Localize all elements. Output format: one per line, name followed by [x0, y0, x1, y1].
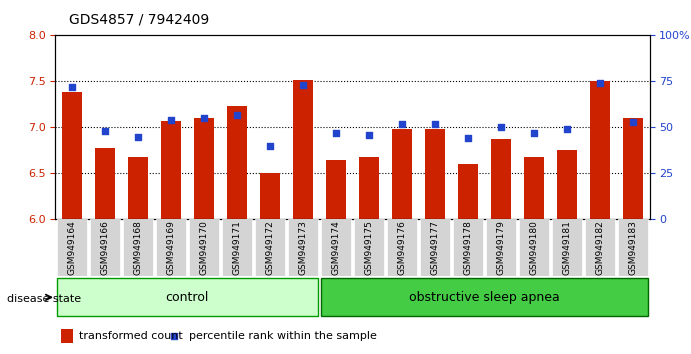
Bar [458, 164, 478, 219]
Point [66, 84, 77, 90]
Point [363, 132, 375, 138]
Text: GSM949172: GSM949172 [265, 221, 274, 275]
Point [198, 115, 209, 121]
FancyBboxPatch shape [288, 219, 318, 276]
Text: GSM949180: GSM949180 [529, 220, 538, 275]
Bar [227, 106, 247, 219]
Text: control: control [166, 291, 209, 304]
Point [297, 82, 308, 88]
FancyBboxPatch shape [90, 219, 120, 276]
Text: GSM949168: GSM949168 [133, 220, 142, 275]
Text: GSM949179: GSM949179 [496, 220, 506, 275]
Text: GSM949182: GSM949182 [596, 221, 605, 275]
Bar [61, 329, 73, 343]
Point [265, 143, 276, 149]
Text: GSM949177: GSM949177 [430, 220, 439, 275]
Point [594, 80, 605, 86]
Bar [524, 157, 544, 219]
Point [529, 130, 540, 136]
Bar [194, 118, 214, 219]
FancyBboxPatch shape [552, 219, 582, 276]
Text: GSM949178: GSM949178 [464, 220, 473, 275]
Point [132, 134, 143, 139]
FancyBboxPatch shape [618, 219, 648, 276]
Bar [293, 80, 313, 219]
Text: percentile rank within the sample: percentile rank within the sample [189, 331, 377, 341]
Bar [260, 173, 280, 219]
Point [429, 121, 440, 127]
FancyBboxPatch shape [486, 219, 515, 276]
Text: GSM949169: GSM949169 [167, 220, 176, 275]
Text: GSM949171: GSM949171 [232, 220, 241, 275]
Bar [326, 160, 346, 219]
Point [330, 130, 341, 136]
FancyBboxPatch shape [387, 219, 417, 276]
Text: GSM949176: GSM949176 [397, 220, 406, 275]
Text: GSM949181: GSM949181 [562, 220, 571, 275]
FancyBboxPatch shape [585, 219, 615, 276]
FancyBboxPatch shape [57, 219, 86, 276]
Bar [491, 139, 511, 219]
Point [169, 333, 180, 338]
Point [165, 117, 176, 123]
Text: transformed count: transformed count [79, 331, 183, 341]
FancyBboxPatch shape [420, 219, 450, 276]
Text: GSM949170: GSM949170 [199, 220, 209, 275]
Text: GDS4857 / 7942409: GDS4857 / 7942409 [69, 12, 209, 27]
Bar [557, 149, 577, 219]
FancyBboxPatch shape [519, 219, 549, 276]
Text: GSM949183: GSM949183 [629, 220, 638, 275]
Bar [623, 118, 643, 219]
Text: disease state: disease state [7, 294, 81, 304]
Bar [590, 81, 610, 219]
Text: GSM949173: GSM949173 [299, 220, 307, 275]
Text: GSM949166: GSM949166 [100, 220, 109, 275]
Point [627, 119, 638, 125]
FancyBboxPatch shape [57, 278, 318, 316]
Point [562, 126, 573, 132]
FancyBboxPatch shape [156, 219, 186, 276]
Bar [161, 121, 181, 219]
Bar [62, 92, 82, 219]
FancyBboxPatch shape [222, 219, 252, 276]
Point [100, 128, 111, 134]
Bar [359, 157, 379, 219]
FancyBboxPatch shape [255, 219, 285, 276]
Text: GSM949164: GSM949164 [67, 221, 76, 275]
Text: GSM949175: GSM949175 [364, 220, 373, 275]
Point [495, 125, 507, 130]
Bar [392, 129, 412, 219]
Bar [95, 148, 115, 219]
Bar [425, 129, 445, 219]
Text: obstructive sleep apnea: obstructive sleep apnea [409, 291, 560, 304]
FancyBboxPatch shape [123, 219, 153, 276]
FancyBboxPatch shape [189, 219, 218, 276]
FancyBboxPatch shape [354, 219, 384, 276]
Point [397, 121, 408, 127]
FancyBboxPatch shape [321, 219, 351, 276]
Bar [128, 157, 148, 219]
Text: GSM949174: GSM949174 [332, 221, 341, 275]
Point [462, 136, 473, 141]
FancyBboxPatch shape [453, 219, 483, 276]
Point [231, 112, 243, 118]
FancyBboxPatch shape [321, 278, 648, 316]
